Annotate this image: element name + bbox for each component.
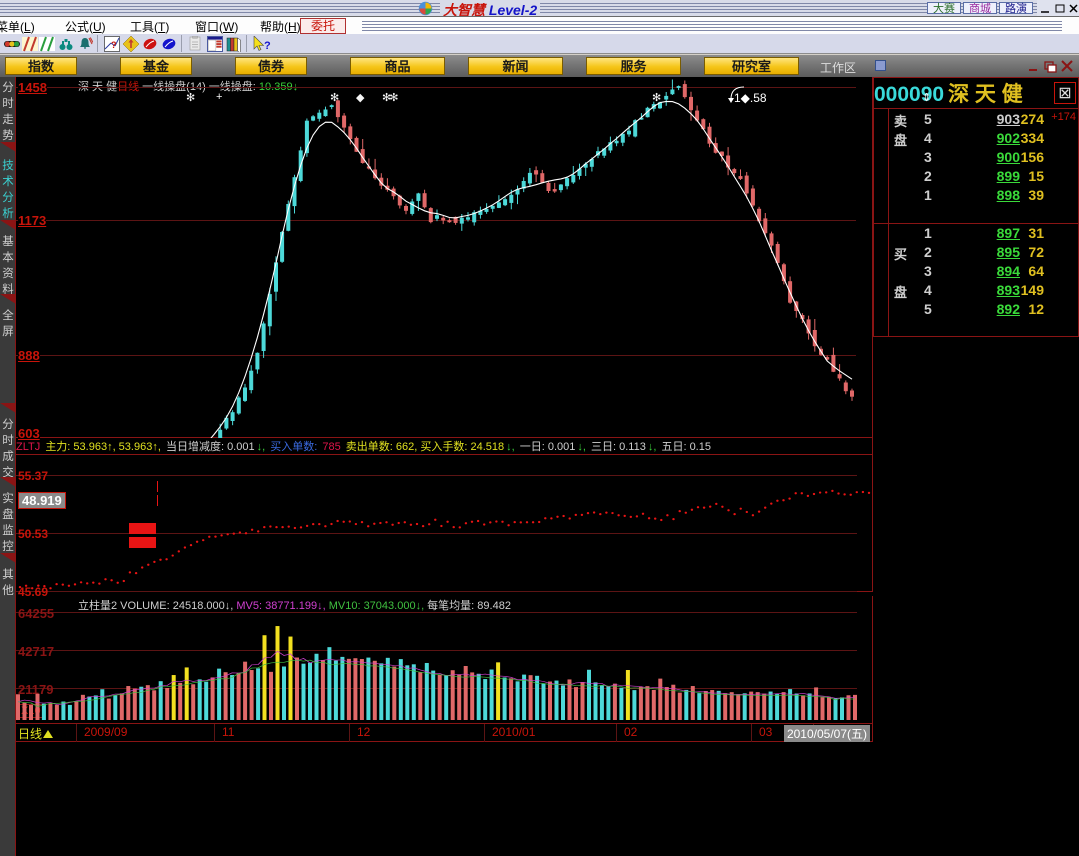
- svg-text:?: ?: [264, 40, 271, 52]
- svg-text:?: ?: [111, 40, 117, 50]
